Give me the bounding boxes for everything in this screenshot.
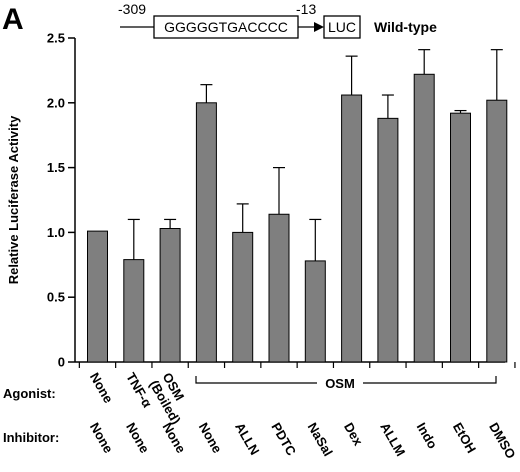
inhibitor-label: NaSal (305, 420, 336, 459)
osm-group-bracket: OSM (195, 375, 497, 391)
bar (195, 102, 217, 363)
inhibitor-label: None (160, 420, 189, 456)
construct-sequence: GGGGGTGACCCC (164, 19, 288, 35)
agonist-row-label: Agonist: (3, 386, 56, 401)
bar (123, 259, 145, 363)
inhibitor-label: ALLN (232, 420, 262, 458)
y-tick-label: 0 (58, 355, 65, 370)
bar (159, 228, 181, 363)
y-tick-label: 2.5 (47, 31, 65, 46)
y-tick-label: 0.5 (47, 290, 65, 305)
y-tick-label: 2.0 (47, 95, 65, 110)
bar (304, 260, 326, 363)
inhibitor-label: ALLM (377, 420, 408, 459)
inhibitor-row-label: Inhibitor: (3, 430, 59, 445)
osm-label-background (317, 375, 363, 391)
bar (413, 73, 435, 363)
inhibitor-label: None (87, 420, 116, 456)
bar (232, 231, 254, 363)
inhibitor-label: Dex (341, 420, 366, 449)
bar (341, 94, 363, 363)
construct-label: Wild-type (374, 19, 437, 35)
construct-reporter: LUC (328, 19, 356, 35)
osm-group-label: OSM (325, 376, 355, 391)
construct-reporter-box (323, 15, 361, 39)
construct-end-position: -13 (296, 1, 316, 17)
inhibitor-label: None (196, 420, 225, 456)
agonist-label: OSM(Boiled) (147, 370, 197, 427)
construct-arrow-head (314, 22, 324, 32)
panel-letter: A (2, 3, 24, 36)
inhibitor-label: EtOH (450, 420, 479, 456)
bar (268, 213, 290, 363)
bar (450, 112, 471, 363)
inhibitor-label: Indo (414, 420, 441, 451)
bar (87, 230, 108, 363)
y-tick-label: 1.5 (47, 160, 65, 175)
bar (377, 117, 399, 363)
bar (486, 99, 508, 363)
y-tick-label: 1.0 (47, 225, 65, 240)
inhibitor-label: PDTC (268, 420, 299, 459)
construct-diagram: -309 -13 GGGGGTGACCCC LUC Wild-type (118, 1, 437, 39)
agonist-label: None (87, 370, 116, 406)
construct-start-position: -309 (118, 1, 146, 17)
inhibitor-label: None (123, 420, 152, 456)
y-axis-title: Relative Luciferase Activity (6, 115, 21, 284)
inhibitor-label: DMSO (486, 420, 518, 461)
